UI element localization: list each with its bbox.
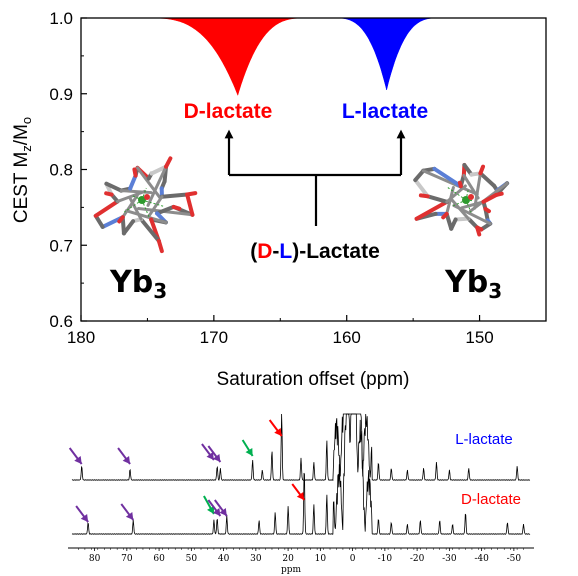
nmr-tick-label: 60 xyxy=(153,554,165,564)
nmr-tick-label: 80 xyxy=(89,554,101,564)
molecule-structure-left-image xyxy=(93,156,198,254)
y-tick-label: 0.7 xyxy=(49,236,73,255)
nmr-series-label-d: D-lactate xyxy=(461,491,521,508)
red-arrow-head xyxy=(296,492,305,500)
nmr-tick-label: 0 xyxy=(350,554,356,564)
x-tick-label: 150 xyxy=(465,328,493,347)
d-lactate-label: D-lactate xyxy=(184,100,273,123)
complex-label-left-sub: 3 xyxy=(153,279,167,303)
cest-ylabel-sep: /M xyxy=(11,124,32,145)
cest-ylabel-sub-o: o xyxy=(19,117,34,124)
nmr-tick-label: -40 xyxy=(474,554,489,564)
nmr-traces xyxy=(71,413,531,535)
nmr-trace-d-lactate xyxy=(71,413,531,535)
nmr-tick-label: 30 xyxy=(250,554,262,564)
y-tick-label: 0.6 xyxy=(49,312,73,331)
purple-arrow-head xyxy=(206,452,214,460)
x-tick-label: 170 xyxy=(200,328,228,347)
purple-arrow-head xyxy=(212,454,221,462)
nmr-tick-label: 50 xyxy=(186,554,198,564)
cest-ylabel: CEST Mz/Mo xyxy=(11,117,34,223)
cest-dip-l-lactate xyxy=(333,17,440,91)
y-tick-label: 1.0 xyxy=(49,9,73,28)
complex-label-right: Yb3 xyxy=(444,265,502,303)
cest-dip-d-lactate xyxy=(147,17,307,97)
complex-label-right-sub: 3 xyxy=(488,279,502,303)
cest-chart: 0.6 0.7 0.8 0.9 1.0 180 170 160 150 CEST Mz/Mo S… xyxy=(11,9,547,390)
nmr-tick-label: -30 xyxy=(442,554,457,564)
nmr-peak-arrows xyxy=(68,419,306,523)
red-arrow-head xyxy=(274,428,282,436)
cest-axes: 0.6 0.7 0.8 0.9 1.0 180 170 160 150 xyxy=(49,9,493,347)
purple-arrow-head xyxy=(122,456,131,464)
cest-xlabel: Saturation offset (ppm) xyxy=(217,369,410,390)
nmr-tick-label: -50 xyxy=(507,554,522,564)
y-tick-label: 0.8 xyxy=(49,161,73,180)
purple-arrow-head xyxy=(212,508,221,516)
cest-plot-area xyxy=(147,17,440,97)
x-tick-label: 180 xyxy=(67,328,95,347)
y-tick-label: 0.9 xyxy=(49,85,73,104)
nmr-tick-label: 40 xyxy=(218,554,230,564)
nmr-spectra: 80 70 60 50 40 30 20 10 0 -10 -20 -30 -40 -50 ppm L-l… xyxy=(68,413,534,575)
nmr-trace-l-lactate xyxy=(71,413,531,482)
complex-label-left: Yb3 xyxy=(109,265,167,303)
l-lactate-label: L-lactate xyxy=(342,100,428,123)
cest-ylabel-sub-z: z xyxy=(19,145,34,152)
nmr-xlabel: ppm xyxy=(281,565,302,575)
purple-arrow-head xyxy=(219,508,227,516)
green-arrow-head xyxy=(207,505,215,514)
nmr-tick-label: -20 xyxy=(410,554,425,564)
purple-arrow-head xyxy=(74,456,82,464)
nmr-axis: 80 70 60 50 40 30 20 10 0 -10 -20 -30 -40 -50 xyxy=(68,547,534,564)
x-tick-label: 160 xyxy=(333,328,361,347)
mix-connector xyxy=(224,129,406,226)
nmr-tick-label: -10 xyxy=(378,554,393,564)
nmr-tick-label: 10 xyxy=(315,554,327,564)
nmr-series-label-l: L-lactate xyxy=(455,431,513,448)
purple-arrow-head xyxy=(125,512,134,520)
nmr-tick-label: 70 xyxy=(121,554,133,564)
molecule-structure-right-image xyxy=(413,163,510,237)
nmr-tick-label: 20 xyxy=(282,554,294,564)
purple-arrow-head xyxy=(80,514,89,522)
green-arrow-head xyxy=(245,447,253,456)
mixture-label: (D-L)-Lactate xyxy=(250,240,380,263)
